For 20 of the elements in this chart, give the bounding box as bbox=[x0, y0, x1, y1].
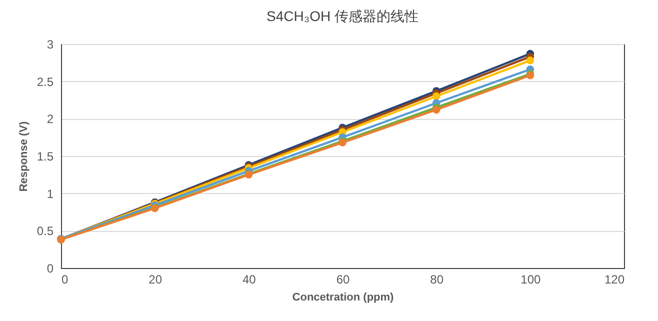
x-axis-title: Concetration (ppm) bbox=[292, 292, 394, 304]
x-tick-label: 100 bbox=[520, 272, 541, 286]
point bbox=[526, 56, 534, 64]
y-tick-label: 1 bbox=[46, 186, 54, 201]
x-tick-label: 40 bbox=[242, 272, 256, 286]
y-tick-label: 2 bbox=[46, 112, 54, 126]
x-tick-label: 0 bbox=[62, 272, 68, 286]
y-tick-label: 0 bbox=[46, 262, 54, 276]
y-tick-label: 0.5 bbox=[36, 224, 54, 238]
y-tick-label: 3 bbox=[46, 38, 54, 52]
chart-title: S4CH₃OH 传感器的线性 bbox=[266, 8, 418, 24]
point bbox=[432, 92, 440, 100]
x-tick-label: 20 bbox=[148, 272, 162, 286]
y-tick-label: 1.5 bbox=[36, 150, 54, 164]
y-axis-title: Response (V) bbox=[18, 121, 30, 192]
x-tick-label: 60 bbox=[336, 272, 350, 286]
point bbox=[432, 106, 440, 114]
x-tick-label: 120 bbox=[604, 272, 625, 286]
x-tick-label: 80 bbox=[430, 272, 444, 286]
y-tick-label: 2.5 bbox=[36, 74, 54, 89]
